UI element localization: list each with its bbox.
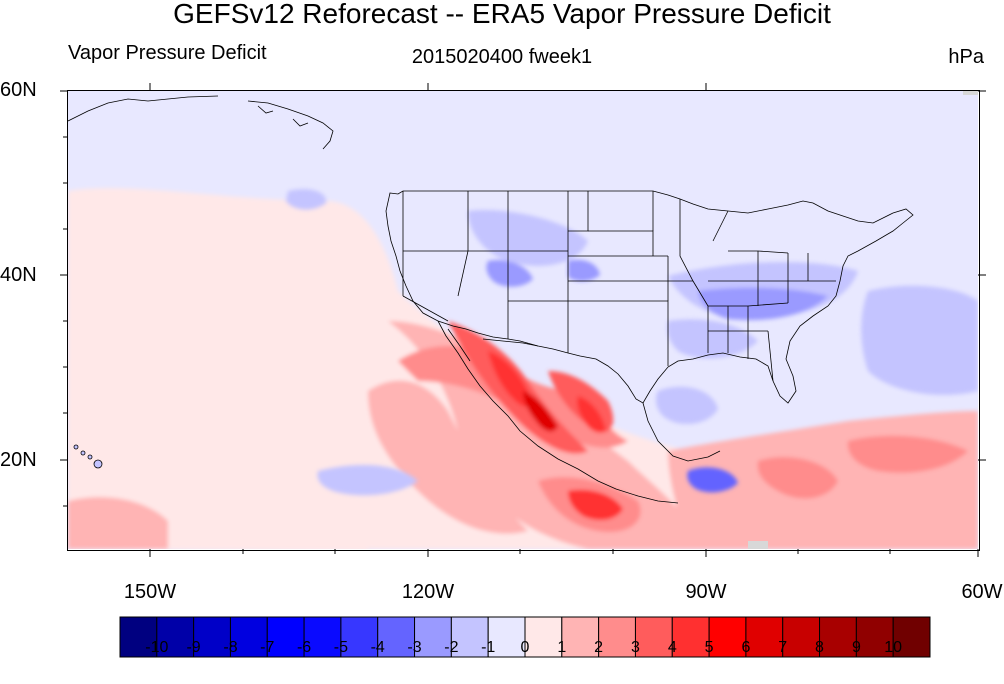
- colorbar-tick-label: 10: [884, 639, 903, 656]
- colorbar-tick-label: 1: [557, 639, 567, 656]
- lon-label-150w: 150W: [123, 581, 177, 603]
- colorbar-tick-label: 5: [704, 639, 714, 656]
- colorbar-tick-label: 0: [520, 639, 530, 656]
- colorbar-tick-label: -10: [145, 639, 169, 656]
- colorbar-swatch: [671, 616, 710, 658]
- colorbar-swatch: [487, 616, 526, 658]
- colorbar-tick-label: 2: [594, 639, 604, 656]
- lon-label-90w: 90W: [685, 581, 727, 603]
- colorbar-swatch: [892, 616, 931, 658]
- coastlines-and-borders: [385, 190, 914, 404]
- colorbar-tick-label: 7: [778, 639, 788, 656]
- colorbar-tick-label: -7: [260, 639, 275, 656]
- colorbar-tick-label: 4: [667, 639, 677, 656]
- colorbar: [119, 616, 931, 658]
- colorbar-tick-label: -5: [333, 639, 348, 656]
- colorbar-tick-label: 3: [631, 639, 640, 656]
- colorbar-tick-label: -2: [444, 639, 459, 656]
- missing-data: [748, 91, 978, 549]
- colorbar-swatch: [855, 616, 894, 658]
- units-label: hPa: [948, 46, 984, 68]
- hawaii-islands: [73, 444, 103, 469]
- lat-label-40n: 40N: [0, 264, 37, 286]
- map-title: GEFSv12 Reforecast -- ERA5 Vapor Pressur…: [173, 0, 831, 29]
- colorbar-swatch: [782, 616, 821, 658]
- colorbar-swatch: [193, 616, 231, 658]
- negative-anomaly-field: [286, 189, 978, 496]
- colorbar-swatch: [450, 616, 489, 658]
- mexico-coast: [437, 320, 721, 504]
- colorbar-tick-label: 6: [741, 639, 751, 656]
- colorbar-tick-label: -4: [370, 639, 385, 656]
- colorbar-swatch: [377, 616, 416, 658]
- colorbar-swatch: [340, 616, 379, 658]
- colorbar-swatch: [266, 616, 305, 658]
- lon-label-60w: 60W: [961, 581, 1003, 603]
- colorbar-tick-label: 9: [851, 639, 861, 656]
- lat-label-20n: 20N: [0, 449, 37, 471]
- forecast-date-label: 2015020400 fweek1: [411, 46, 593, 68]
- colorbar-tick-label: -9: [186, 639, 201, 656]
- colorbar-tick-label: -8: [223, 639, 238, 656]
- colorbar-tick-label: -6: [296, 639, 312, 656]
- colorbar-swatch: [745, 616, 784, 658]
- colorbar-swatch: [524, 616, 563, 658]
- colorbar-tick-label: 8: [815, 639, 824, 656]
- colorbar-tick-label: -3: [407, 639, 422, 656]
- colorbar-swatch: [819, 616, 857, 658]
- lat-label-60n: 60N: [0, 79, 37, 101]
- colorbar-swatch: [598, 616, 636, 658]
- colorbar-swatch: [561, 616, 600, 658]
- colorbar-tick-label: -1: [481, 639, 496, 656]
- vpd-map: [68, 91, 978, 549]
- colorbar-swatch: [229, 616, 268, 658]
- lon-label-120w: 120W: [401, 581, 455, 603]
- alaska-coast: [68, 95, 334, 150]
- colorbar-swatch: [119, 616, 158, 658]
- variable-label: Vapor Pressure Deficit: [68, 42, 267, 64]
- positive-anomaly-field: [68, 188, 978, 549]
